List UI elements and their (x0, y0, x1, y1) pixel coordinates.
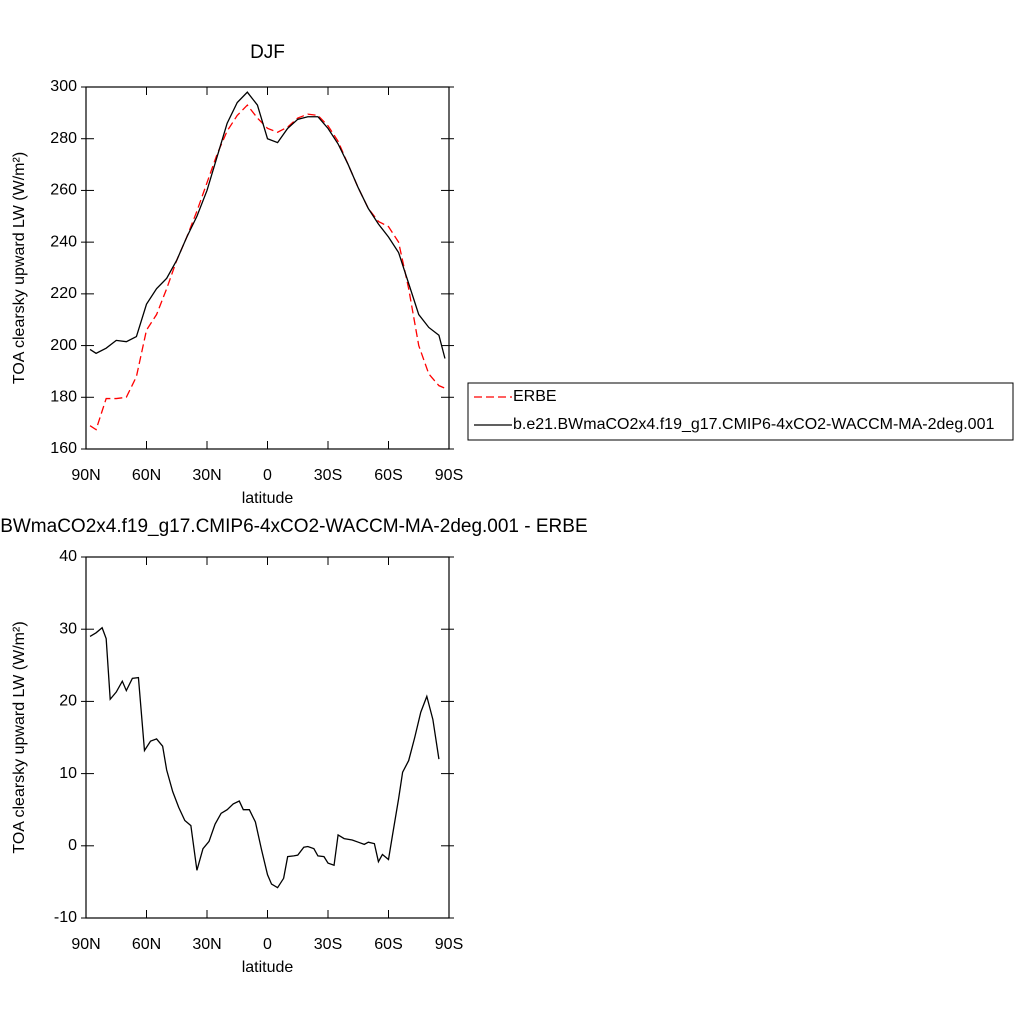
x-tick-label: 60N (132, 936, 161, 953)
legend-label: b.e21.BWmaCO2x4.f19_g17.CMIP6-4xCO2-WACC… (513, 416, 994, 433)
chart-title: DJF (250, 42, 285, 63)
chart-title: b.e21.BWmaCO2x4.f19_g17.CMIP6-4xCO2-WACC… (0, 516, 588, 537)
x-tick-label: 60N (132, 467, 161, 484)
y-tick-label: -10 (54, 909, 77, 926)
x-tick-label: 0 (263, 936, 272, 953)
x-tick-label: 0 (263, 467, 272, 484)
y-tick-label: 180 (50, 389, 77, 406)
data-line (89, 91, 446, 359)
x-tick-label: 60S (374, 936, 402, 953)
legend-label: ERBE (513, 388, 557, 405)
y-axis-label: TOA clearsky upward LW (W/m²) (11, 621, 28, 853)
x-tick-label: 30S (314, 936, 342, 953)
plot-frame (85, 556, 450, 919)
data-line (89, 104, 446, 431)
y-tick-label: 30 (59, 620, 77, 637)
x-tick-label: 30S (314, 467, 342, 484)
x-tick-label: 30N (192, 467, 221, 484)
y-tick-label: 260 (50, 182, 77, 199)
x-tick-label: 90S (435, 467, 463, 484)
data-line (89, 626, 440, 889)
y-tick-label: 0 (68, 837, 77, 854)
y-axis-label: TOA clearsky upward LW (W/m²) (11, 152, 28, 384)
y-tick-label: 240 (50, 233, 77, 250)
x-tick-label: 90S (435, 936, 463, 953)
y-tick-label: 280 (50, 130, 77, 147)
y-tick-label: 200 (50, 337, 77, 354)
x-tick-label: 90N (71, 936, 100, 953)
x-axis-label: latitude (242, 959, 294, 976)
y-tick-label: 300 (50, 78, 77, 95)
legend: ERBE b.e21.BWmaCO2x4.f19_g17.CMIP6-4xCO2-… (467, 382, 1014, 441)
y-tick-label: 20 (59, 693, 77, 710)
y-tick-label: 40 (59, 548, 77, 565)
plot-frame (85, 86, 450, 450)
x-axis-label: latitude (242, 490, 294, 507)
y-tick-label: 10 (59, 765, 77, 782)
x-tick-label: 30N (192, 936, 221, 953)
legend-box (467, 382, 1014, 441)
x-tick-label: 90N (71, 467, 100, 484)
y-tick-label: 160 (50, 440, 77, 457)
y-tick-label: 220 (50, 285, 77, 302)
x-tick-label: 60S (374, 467, 402, 484)
